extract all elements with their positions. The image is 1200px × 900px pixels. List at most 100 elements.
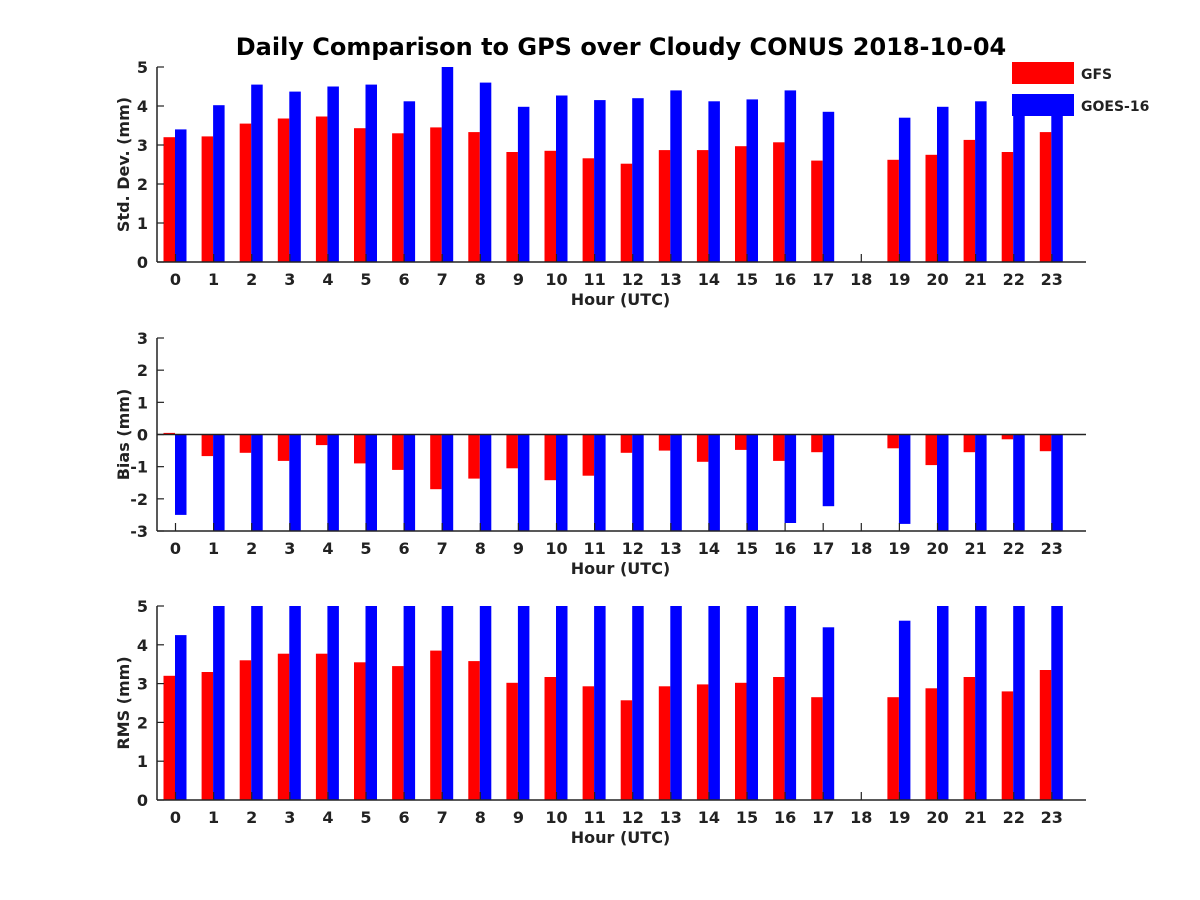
bar-goes16-4: [327, 606, 339, 800]
x-tick-label: 12: [622, 270, 644, 289]
x-tick-label: 9: [513, 539, 524, 558]
x-tick-label: 14: [698, 539, 720, 558]
bar-gfs-3: [277, 653, 290, 800]
bar-gfs-13: [658, 150, 671, 262]
bar-goes16-3: [289, 91, 301, 262]
x-tick-label: 20: [926, 539, 948, 558]
y-axis-label: Std. Dev. (mm): [114, 97, 133, 232]
bar-goes16-22: [1013, 606, 1025, 800]
y-tick-label: 1: [137, 752, 148, 771]
bar-gfs-22: [1001, 691, 1014, 800]
bar-goes16-19: [898, 434, 911, 524]
x-tick-label: 23: [1041, 270, 1063, 289]
x-tick-label: 16: [774, 270, 796, 289]
x-tick-label: 9: [513, 270, 524, 289]
bar-gfs-7: [430, 434, 442, 490]
bar-gfs-11: [582, 686, 595, 800]
bar-goes16-1: [213, 606, 225, 800]
bar-gfs-20: [925, 154, 937, 263]
bar-goes16-5: [365, 434, 377, 531]
bar-gfs-9: [506, 682, 518, 800]
bar-goes16-10: [556, 606, 568, 800]
bar-goes16-1: [213, 105, 225, 262]
bar-gfs-10: [544, 150, 556, 262]
bar-goes16-23: [1051, 434, 1063, 531]
x-tick-label: 15: [736, 539, 758, 558]
x-tick-label: 21: [964, 808, 986, 827]
bar-gfs-11: [582, 158, 595, 262]
x-tick-label: 6: [399, 808, 410, 827]
x-tick-label: 4: [322, 808, 333, 827]
y-tick-label: 1: [137, 393, 148, 412]
bar-gfs-23: [1039, 434, 1052, 452]
bar-gfs-12: [620, 434, 633, 453]
bar-gfs-16: [773, 434, 785, 461]
x-tick-label: 7: [437, 270, 448, 289]
y-tick-label: 4: [137, 97, 148, 116]
x-tick-label: 13: [660, 270, 682, 289]
x-tick-label: 9: [513, 808, 524, 827]
bar-gfs-23: [1039, 670, 1052, 800]
x-tick-label: 22: [1003, 539, 1025, 558]
x-tick-label: 5: [360, 539, 371, 558]
x-tick-label: 13: [660, 808, 682, 827]
bar-gfs-21: [963, 434, 976, 453]
x-tick-label: 0: [170, 539, 181, 558]
x-tick-label: 18: [850, 808, 872, 827]
bar-gfs-4: [315, 116, 328, 262]
bar-goes16-10: [556, 95, 568, 262]
y-tick-label: 2: [137, 713, 148, 732]
bar-gfs-3: [277, 118, 290, 262]
x-tick-label: 7: [437, 808, 448, 827]
bar-gfs-9: [506, 434, 518, 469]
bar-goes16-22: [1013, 434, 1025, 531]
bar-gfs-0: [163, 675, 175, 800]
bar-gfs-22: [1001, 152, 1014, 262]
y-tick-label: 5: [137, 597, 148, 616]
x-tick-label: 11: [583, 270, 605, 289]
y-tick-label: -2: [130, 490, 148, 509]
bar-goes16-9: [517, 106, 530, 262]
bar-gfs-1: [201, 136, 214, 262]
x-tick-label: 3: [284, 539, 295, 558]
bar-gfs-20: [925, 434, 937, 466]
bar-gfs-21: [963, 139, 976, 262]
bar-goes16-12: [632, 98, 644, 262]
bar-gfs-8: [468, 434, 480, 479]
bar-goes16-0: [175, 434, 187, 515]
y-tick-label: 2: [137, 361, 148, 380]
y-tick-label: -3: [130, 522, 148, 541]
bar-goes16-9: [517, 434, 530, 531]
chart-title: Daily Comparison to GPS over Cloudy CONU…: [236, 33, 1007, 61]
bar-gfs-5: [354, 434, 366, 464]
bar-goes16-23: [1051, 111, 1063, 262]
bar-goes16-8: [479, 82, 492, 262]
bar-goes16-6: [403, 434, 416, 531]
x-tick-label: 22: [1003, 270, 1025, 289]
x-tick-label: 19: [888, 808, 910, 827]
bar-goes16-2: [251, 434, 263, 531]
bar-gfs-10: [544, 677, 556, 800]
y-tick-label: -1: [130, 458, 148, 477]
bar-goes16-17: [822, 434, 835, 507]
legend-label-goes16: GOES-16: [1081, 99, 1149, 115]
x-tick-label: 11: [583, 808, 605, 827]
bar-goes16-17: [822, 111, 835, 262]
bar-gfs-4: [315, 653, 328, 800]
bar-gfs-9: [506, 152, 518, 262]
x-axis-label: Hour (UTC): [571, 559, 671, 578]
bar-goes16-14: [708, 606, 720, 800]
y-tick-label: 3: [137, 675, 148, 694]
legend-label-gfs: GFS: [1081, 67, 1112, 83]
bar-gfs-19: [887, 434, 899, 449]
bar-goes16-9: [517, 606, 530, 800]
x-tick-label: 8: [475, 539, 486, 558]
bar-gfs-3: [277, 434, 290, 461]
bar-goes16-7: [441, 67, 454, 262]
bar-gfs-5: [354, 128, 366, 262]
bar-gfs-1: [201, 672, 214, 800]
x-tick-label: 3: [284, 808, 295, 827]
x-tick-label: 1: [208, 270, 219, 289]
bar-goes16-6: [403, 101, 416, 262]
